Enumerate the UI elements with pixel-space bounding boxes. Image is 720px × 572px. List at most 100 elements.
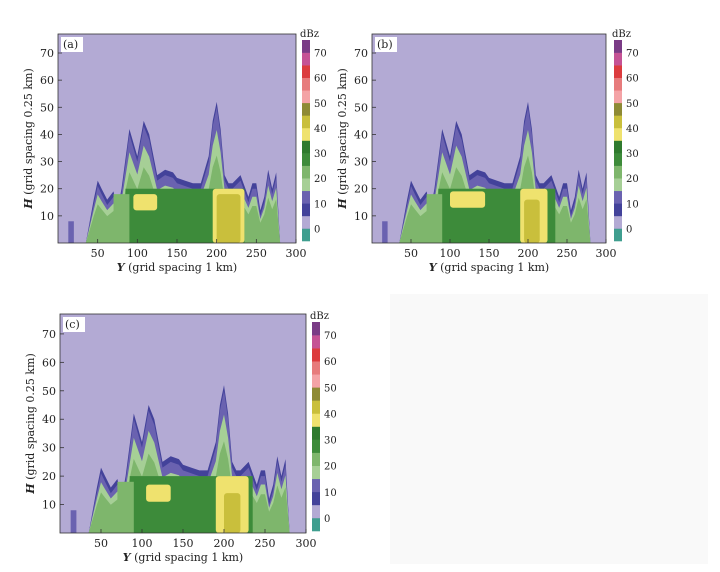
- colorbar-segment: [302, 77, 310, 91]
- colorbar-tick-label: 50: [626, 99, 639, 110]
- colorbar-tick-label: 20: [626, 174, 639, 185]
- colorbar-segment: [614, 165, 622, 179]
- colorbar-segment: [614, 153, 622, 166]
- x-tick-label: 200: [214, 537, 235, 550]
- y-tick-label: 30: [354, 156, 368, 169]
- colorbar-segment: [312, 465, 320, 480]
- x-tick-label: 50: [94, 537, 108, 550]
- colorbar-segment: [312, 439, 320, 453]
- y-tick-label: 60: [42, 356, 56, 369]
- y-tick-label: 60: [40, 74, 54, 87]
- colorbar-segment: [614, 90, 622, 104]
- colorbar-segment: [614, 102, 622, 116]
- colorbar-segment: [312, 413, 320, 427]
- echo-core-30dbz: [146, 484, 171, 502]
- y-tick-label: 50: [40, 101, 54, 114]
- colorbar-tick-label: 50: [314, 99, 327, 110]
- colorbar-segment: [614, 127, 622, 141]
- colorbar-tick-label: 20: [314, 174, 327, 185]
- colorbar-segment: [302, 102, 310, 116]
- y-tick-label: 30: [42, 442, 56, 455]
- colorbar: dBz 0 10 20 30 40 50 60 70: [612, 29, 639, 242]
- colorbar-segment: [614, 52, 622, 66]
- colorbar-segment: [302, 228, 310, 242]
- colorbar-segment: [302, 203, 310, 217]
- panel-label: (b): [377, 38, 393, 51]
- x-tick-label: 100: [127, 247, 148, 260]
- y-tick-label: 70: [40, 47, 54, 60]
- colorbar-segment: [614, 203, 622, 217]
- y-axis-label: H (grid spacing 0.25 km): [24, 353, 37, 494]
- echo-block-25dbz: [426, 194, 443, 243]
- colorbar-tick-label: 30: [324, 436, 337, 447]
- colorbar-segment: [302, 190, 310, 204]
- colorbar-tick-label: 70: [314, 49, 327, 60]
- colorbar-tick-label: 0: [324, 514, 330, 525]
- colorbar-segment: [302, 215, 310, 229]
- colorbar-unit: dBz: [612, 29, 631, 40]
- colorbar-tick-label: 60: [626, 74, 639, 85]
- y-tick-label: 50: [354, 101, 368, 114]
- colorbar-segment: [312, 374, 320, 388]
- colorbar-tick-label: 20: [324, 462, 337, 473]
- x-tick-label: 300: [286, 247, 307, 260]
- colorbar-segment: [302, 140, 310, 154]
- panel-label-box: [63, 317, 85, 332]
- colorbar-segment: [614, 215, 622, 229]
- y-tick-label: 40: [42, 413, 56, 426]
- y-tick-label: 10: [40, 210, 54, 223]
- x-tick-label: 50: [91, 247, 105, 260]
- colorbar-segment: [302, 165, 310, 179]
- x-tick-label: 250: [255, 537, 276, 550]
- x-tick-label: 250: [246, 247, 267, 260]
- colorbar-tick-label: 70: [324, 331, 337, 342]
- colorbar-segment: [614, 140, 622, 154]
- x-axis-label: Y (grid spacing 1 km): [123, 551, 243, 564]
- x-tick-label: 150: [167, 247, 188, 260]
- colorbar-segment: [312, 517, 320, 532]
- echo-core-30dbz: [450, 191, 486, 208]
- colorbar-tick-label: 0: [626, 224, 632, 235]
- colorbar-segment: [312, 478, 320, 493]
- colorbar-unit: dBz: [310, 311, 329, 322]
- x-tick-label: 150: [173, 537, 194, 550]
- colorbar-segment: [302, 153, 310, 166]
- colorbar-segment: [302, 90, 310, 104]
- colorbar-segment: [312, 335, 320, 349]
- colorbar: dBz 0 10 20 30 40 50 60 70: [300, 29, 327, 242]
- colorbar-segment: [302, 65, 310, 78]
- panel-label-box: [61, 37, 83, 52]
- x-axis-label: Y (grid spacing 1 km): [117, 261, 237, 274]
- echo-core-35dbz: [524, 199, 540, 243]
- y-tick-label: 70: [42, 328, 56, 341]
- echo-block-25dbz: [113, 194, 130, 243]
- echo-core-35dbz: [216, 194, 241, 243]
- colorbar-segment: [614, 115, 622, 129]
- colorbar-segment: [302, 40, 310, 53]
- y-tick-label: 20: [40, 183, 54, 196]
- y-axis-label: H (grid spacing 0.25 km): [22, 68, 35, 209]
- colorbar-tick-label: 10: [324, 488, 337, 499]
- y-tick-label: 10: [354, 210, 368, 223]
- y-tick-label: 40: [354, 128, 368, 141]
- colorbar-tick-label: 40: [324, 409, 337, 420]
- echo-tower-left: [68, 221, 74, 243]
- colorbar-segment: [312, 361, 320, 375]
- colorbar-tick-label: 0: [314, 224, 320, 235]
- colorbar-unit: dBz: [300, 29, 319, 40]
- colorbar-segment: [312, 491, 320, 506]
- colorbar-tick-label: 60: [324, 357, 337, 368]
- colorbar-segment: [614, 178, 622, 192]
- y-tick-label: 10: [42, 499, 56, 512]
- colorbar: dBz 0 10 20 30 40 50 60 70: [310, 311, 337, 532]
- y-tick-label: 60: [354, 74, 368, 87]
- y-tick-label: 40: [40, 128, 54, 141]
- echo-block-25dbz: [117, 481, 134, 533]
- x-tick-label: 100: [132, 537, 153, 550]
- x-tick-label: 50: [404, 247, 418, 260]
- x-tick-label: 200: [206, 247, 227, 260]
- colorbar-segment: [614, 65, 622, 78]
- colorbar-segment: [302, 52, 310, 66]
- colorbar-tick-label: 30: [626, 149, 639, 160]
